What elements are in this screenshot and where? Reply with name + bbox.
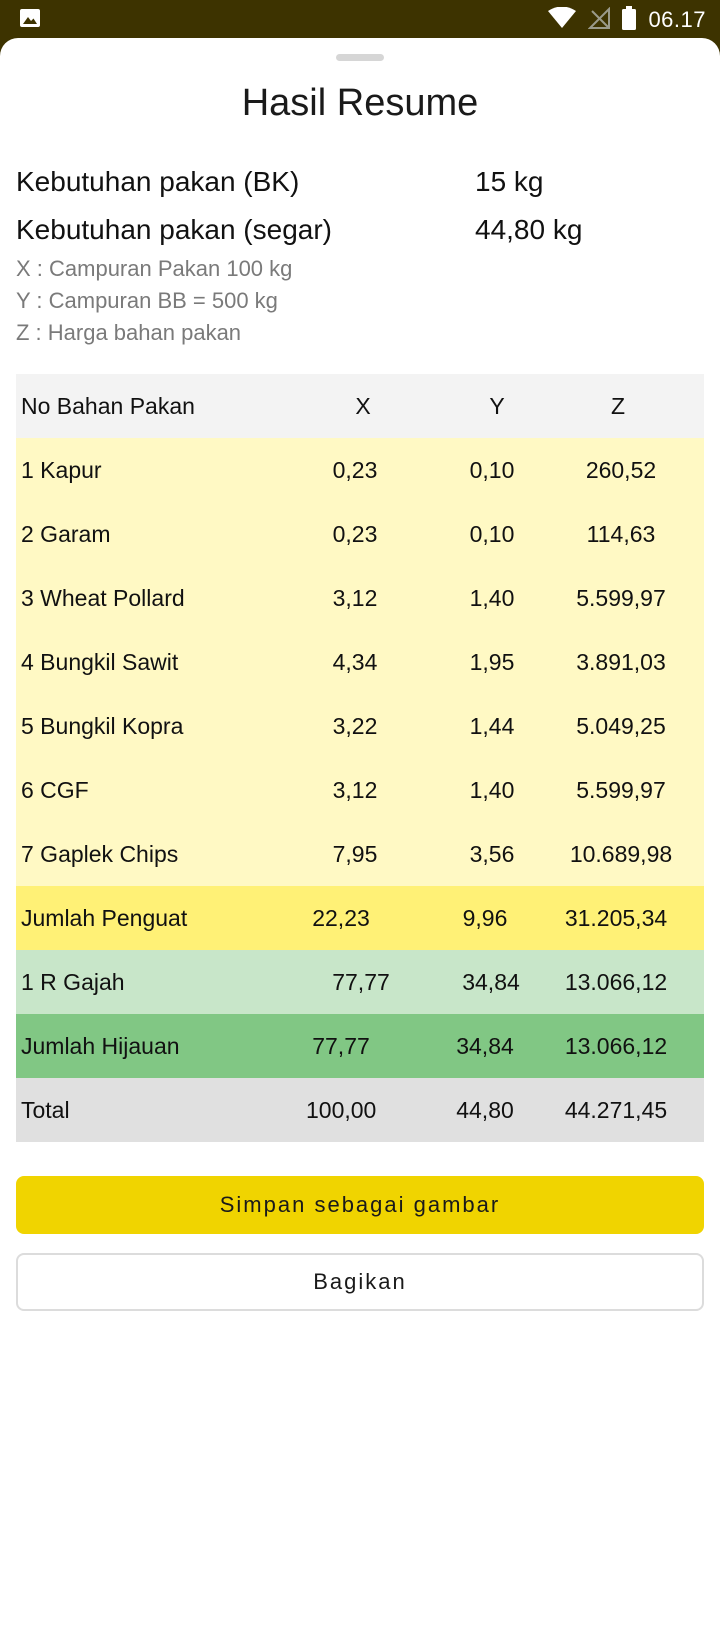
cell-y: 44,80 [456, 1097, 514, 1123]
resume-bottom-sheet: Hasil Resume Kebutuhan pakan (BK) 15 kg … [0, 38, 720, 1640]
cell-x: 3,22 [332, 713, 378, 739]
table-row: 7 Gaplek Chips 7,95 3,56 10.689,98 [16, 822, 704, 886]
cell-z: 10.689,98 [569, 841, 673, 867]
cell-y: 34,84 [456, 1033, 514, 1059]
status-bar: 06.17 [0, 0, 720, 40]
table-row: 1 R Gajah 77,77 34,84 13.066,12 [16, 950, 704, 1014]
need-fresh-label: Kebutuhan pakan (segar) [16, 214, 332, 245]
cell-z: 13.066,12 [564, 969, 668, 995]
cell-x: 22,23 [312, 905, 370, 931]
share-button[interactable]: Bagikan [16, 1253, 704, 1311]
cell-z: 5.599,97 [576, 777, 666, 803]
cell-y: 34,84 [462, 969, 520, 995]
cell-y: 0,10 [469, 521, 515, 547]
cell-z: 31.205,34 [564, 905, 668, 931]
cell-x: 0,23 [332, 521, 378, 547]
table-row: 6 CGF 3,12 1,40 5.599,97 [16, 758, 704, 822]
header-y: Y [489, 393, 505, 419]
cell-x: 77,77 [312, 1033, 370, 1059]
cell-name: 6 CGF [21, 777, 89, 803]
drag-handle[interactable] [336, 54, 384, 61]
save-as-image-button[interactable]: Simpan sebagai gambar [16, 1176, 704, 1234]
cell-y: 1,95 [469, 649, 515, 675]
cell-z: 13.066,12 [564, 1033, 668, 1059]
cell-name: 4 Bungkil Sawit [21, 649, 179, 675]
page-title: Hasil Resume [241, 82, 479, 124]
no-signal-icon [588, 6, 611, 34]
cell-y: 0,10 [469, 457, 515, 483]
feed-table: No Bahan Pakan X Y Z 1 Kapur 0,23 0,10 2… [16, 374, 704, 1142]
cell-y: 3,56 [469, 841, 515, 867]
cell-x: 3,12 [332, 585, 378, 611]
cell-name: 3 Wheat Pollard [21, 585, 185, 611]
cell-name: Jumlah Penguat [21, 905, 188, 931]
cell-name: Jumlah Hijauan [21, 1033, 180, 1059]
table-row: 5 Bungkil Kopra 3,22 1,44 5.049,25 [16, 694, 704, 758]
table-row: 1 Kapur 0,23 0,10 260,52 [16, 438, 704, 502]
cell-z: 3.891,03 [576, 649, 666, 675]
cell-z: 114,63 [586, 521, 656, 547]
legend-note-x: X : Campuran Pakan 100 kg [16, 256, 293, 281]
need-fresh-value: 44,80 kg [475, 214, 583, 245]
image-icon [18, 6, 42, 35]
header-name: No Bahan Pakan [21, 393, 195, 419]
cell-name: Total [21, 1097, 70, 1123]
cell-x: 4,34 [332, 649, 378, 675]
cell-z: 44.271,45 [564, 1097, 668, 1123]
cell-name: 1 R Gajah [21, 969, 125, 995]
penguat-total-row: Jumlah Penguat 22,23 9,96 31.205,34 [16, 886, 704, 950]
cell-x: 3,12 [332, 777, 378, 803]
cell-z: 5.599,97 [576, 585, 666, 611]
hijauan-total-row: Jumlah Hijauan 77,77 34,84 13.066,12 [16, 1014, 704, 1078]
cell-name: 7 Gaplek Chips [21, 841, 179, 867]
cell-x: 77,77 [332, 969, 390, 995]
cell-name: 1 Kapur [21, 457, 102, 483]
table-row: 4 Bungkil Sawit 4,34 1,95 3.891,03 [16, 630, 704, 694]
need-dry-value: 15 kg [475, 166, 544, 197]
legend-note-z: Z : Harga bahan pakan [16, 320, 242, 345]
cell-x: 100,00 [306, 1097, 377, 1123]
cell-z: 5.049,25 [576, 713, 666, 739]
clock-time: 06.17 [648, 7, 706, 32]
battery-icon [622, 5, 637, 35]
cell-y: 1,44 [469, 713, 515, 739]
header-x: X [355, 393, 371, 419]
need-dry-label: Kebutuhan pakan (BK) [16, 166, 300, 197]
cell-name: 2 Garam [21, 521, 111, 547]
grand-total-row: Total 100,00 44,80 44.271,45 [16, 1078, 704, 1142]
cell-y: 1,40 [469, 777, 515, 803]
cell-z: 260,52 [585, 457, 657, 483]
header-z: Z [610, 393, 626, 419]
cell-x: 0,23 [332, 457, 378, 483]
legend-note-y: Y : Campuran BB = 500 kg [16, 288, 278, 313]
table-row: 2 Garam 0,23 0,10 114,63 [16, 502, 704, 566]
cell-y: 9,96 [462, 905, 508, 931]
table-header-row: No Bahan Pakan X Y Z [16, 374, 704, 438]
cell-name: 5 Bungkil Kopra [21, 713, 184, 739]
cell-y: 1,40 [469, 585, 515, 611]
table-row: 3 Wheat Pollard 3,12 1,40 5.599,97 [16, 566, 704, 630]
cell-x: 7,95 [332, 841, 378, 867]
wifi-icon [548, 6, 577, 34]
